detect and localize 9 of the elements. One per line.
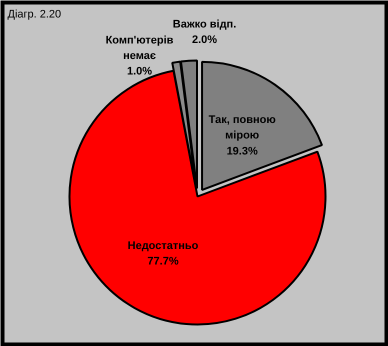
slice-label: Комп'ютерів немає	[106, 34, 174, 62]
data-label: 2.0%	[192, 34, 218, 46]
data-label: 77.7%	[147, 255, 179, 268]
chart-title: Діагр. 2.20	[8, 8, 62, 20]
slice-label: Так, повною мірою	[208, 114, 276, 142]
slice-label: Недостатньо	[128, 240, 199, 252]
data-label: 1.0%	[126, 66, 152, 78]
slice-label: Важко відп.	[172, 18, 236, 30]
data-label: 19.3%	[226, 145, 258, 158]
